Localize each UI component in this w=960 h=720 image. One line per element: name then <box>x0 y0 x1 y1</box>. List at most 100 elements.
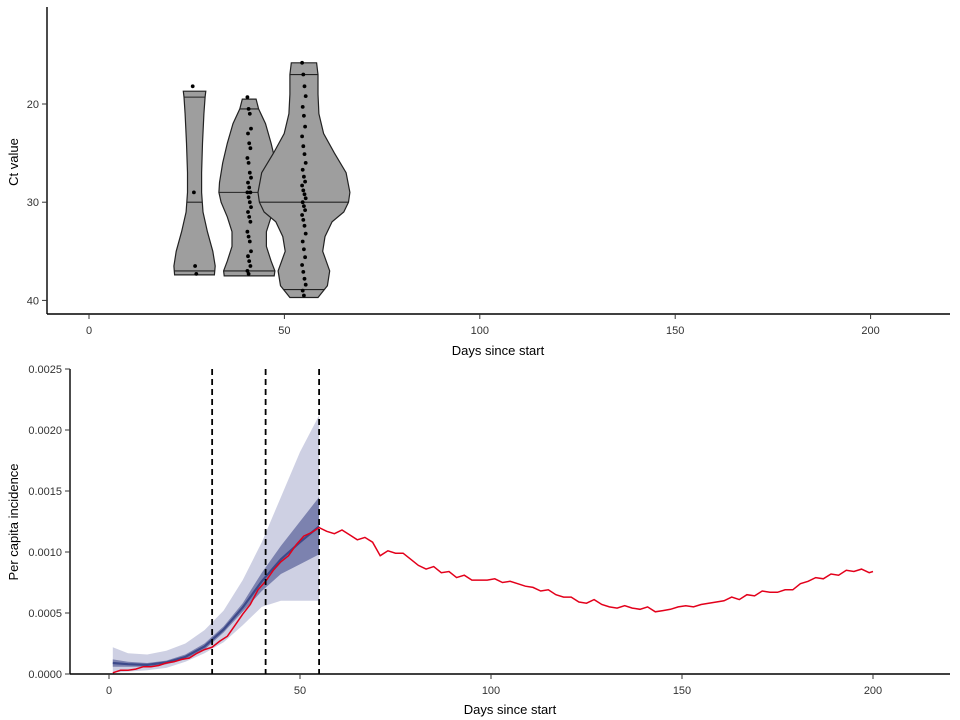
y-axis-ticks: 0.0000 0.0005 0.0010 0.0015 0.0020 0.0025 <box>28 364 70 681</box>
y-axis-ticks: 20 30 40 <box>27 99 47 307</box>
ct-point <box>302 113 306 118</box>
ct-point <box>303 255 307 260</box>
ct-point <box>194 272 199 276</box>
x-tick-label: 100 <box>482 685 500 697</box>
ct-point <box>300 200 305 205</box>
ct-point <box>302 293 306 298</box>
ct-point <box>246 107 251 111</box>
incidence-lines <box>112 525 874 674</box>
y-tick-label: 0.0020 <box>28 425 62 437</box>
x-axis-title: Days since start <box>464 702 557 717</box>
ct-point <box>302 204 306 209</box>
ct-point <box>246 180 250 185</box>
ct-point <box>249 249 253 254</box>
ct-point <box>300 213 304 217</box>
ct-point <box>300 263 304 267</box>
ct-point <box>245 229 250 234</box>
y-tick-label: 0.0015 <box>28 486 62 498</box>
ct-point <box>245 190 250 195</box>
ct-point <box>249 126 253 131</box>
ct-point <box>248 190 253 195</box>
ct-point <box>247 215 252 219</box>
ct-point <box>300 60 304 65</box>
ct-point <box>302 247 306 252</box>
ct-point <box>249 205 253 210</box>
ct-point <box>301 144 306 149</box>
x-tick-label: 150 <box>673 685 691 697</box>
sampling-day-markers <box>211 369 321 674</box>
ct-point <box>301 188 306 193</box>
ct-point <box>249 175 253 180</box>
x-axis-ticks: 0 50 100 150 200 <box>106 674 882 697</box>
ct-point <box>303 196 308 201</box>
ct-point <box>247 185 252 190</box>
ct-point <box>246 254 250 259</box>
ct-point <box>247 200 252 205</box>
y-tick-label: 20 <box>27 99 39 111</box>
x-tick-label: 0 <box>106 685 112 697</box>
ct-point <box>245 156 250 160</box>
ct-point <box>302 223 307 228</box>
x-tick-label: 200 <box>861 325 879 337</box>
ct-point <box>246 210 250 214</box>
ct-point <box>300 105 305 109</box>
ct-point <box>247 239 252 244</box>
ct-point <box>303 282 308 287</box>
y-axis-title: Ct value <box>6 138 21 186</box>
x-tick-label: 0 <box>86 325 92 337</box>
ct-point <box>302 84 307 89</box>
ct-point <box>246 272 251 276</box>
x-axis-title: Days since start <box>452 343 545 358</box>
ct-point <box>247 111 252 116</box>
ct-point <box>193 264 198 268</box>
ct-point <box>302 174 306 179</box>
ct-point <box>246 131 250 136</box>
ct-point <box>303 179 307 184</box>
ct-point <box>300 288 305 293</box>
ct-point <box>248 219 253 224</box>
ct-point <box>246 234 251 239</box>
ct-point <box>302 152 307 157</box>
x-tick-label: 50 <box>294 685 306 697</box>
ct-point <box>300 134 304 139</box>
ct-point <box>192 190 196 195</box>
ct-point <box>301 72 306 77</box>
violin-body <box>173 90 216 276</box>
ct-point <box>303 124 307 129</box>
y-tick-label: 0.0025 <box>28 364 62 376</box>
x-tick-label: 150 <box>666 325 684 337</box>
ct-point <box>245 269 250 273</box>
ct-point <box>300 239 305 244</box>
ct-point <box>303 161 308 165</box>
incidence-panel: 0 50 100 150 200 0.00000.00050.00100.00150.0… <box>6 364 950 717</box>
credible-bands <box>112 415 320 673</box>
y-tick-label: 0.0005 <box>28 608 62 620</box>
y-tick-label: 30 <box>27 197 39 209</box>
ct-violin-panel: 0 50 100 150 200 20 30 40 Days since start Ct … <box>6 7 950 358</box>
y-tick-label: 0.0010 <box>28 547 62 559</box>
ct-point <box>247 141 252 146</box>
outer-credible-band <box>112 415 320 673</box>
y-tick-label: 40 <box>27 295 39 307</box>
y-axis-title: Per capita incidence <box>6 463 21 580</box>
ct-point <box>246 161 251 165</box>
ct-point <box>302 192 307 197</box>
ct-point <box>302 276 307 281</box>
ct-point <box>247 170 252 175</box>
ct-point <box>301 270 306 274</box>
ct-point <box>246 195 251 200</box>
observed-incidence-line <box>112 526 874 674</box>
ct-point <box>300 183 304 188</box>
ct-point <box>303 94 308 98</box>
ct-point <box>303 208 307 213</box>
ct-point <box>245 95 250 99</box>
ct-point <box>248 264 253 268</box>
ct-point <box>248 146 253 151</box>
x-tick-label: 200 <box>864 685 882 697</box>
x-tick-label: 100 <box>471 325 489 337</box>
x-tick-label: 50 <box>278 325 290 337</box>
ct-point <box>190 84 195 89</box>
model-median-line <box>112 525 320 667</box>
ct-point <box>300 167 305 172</box>
